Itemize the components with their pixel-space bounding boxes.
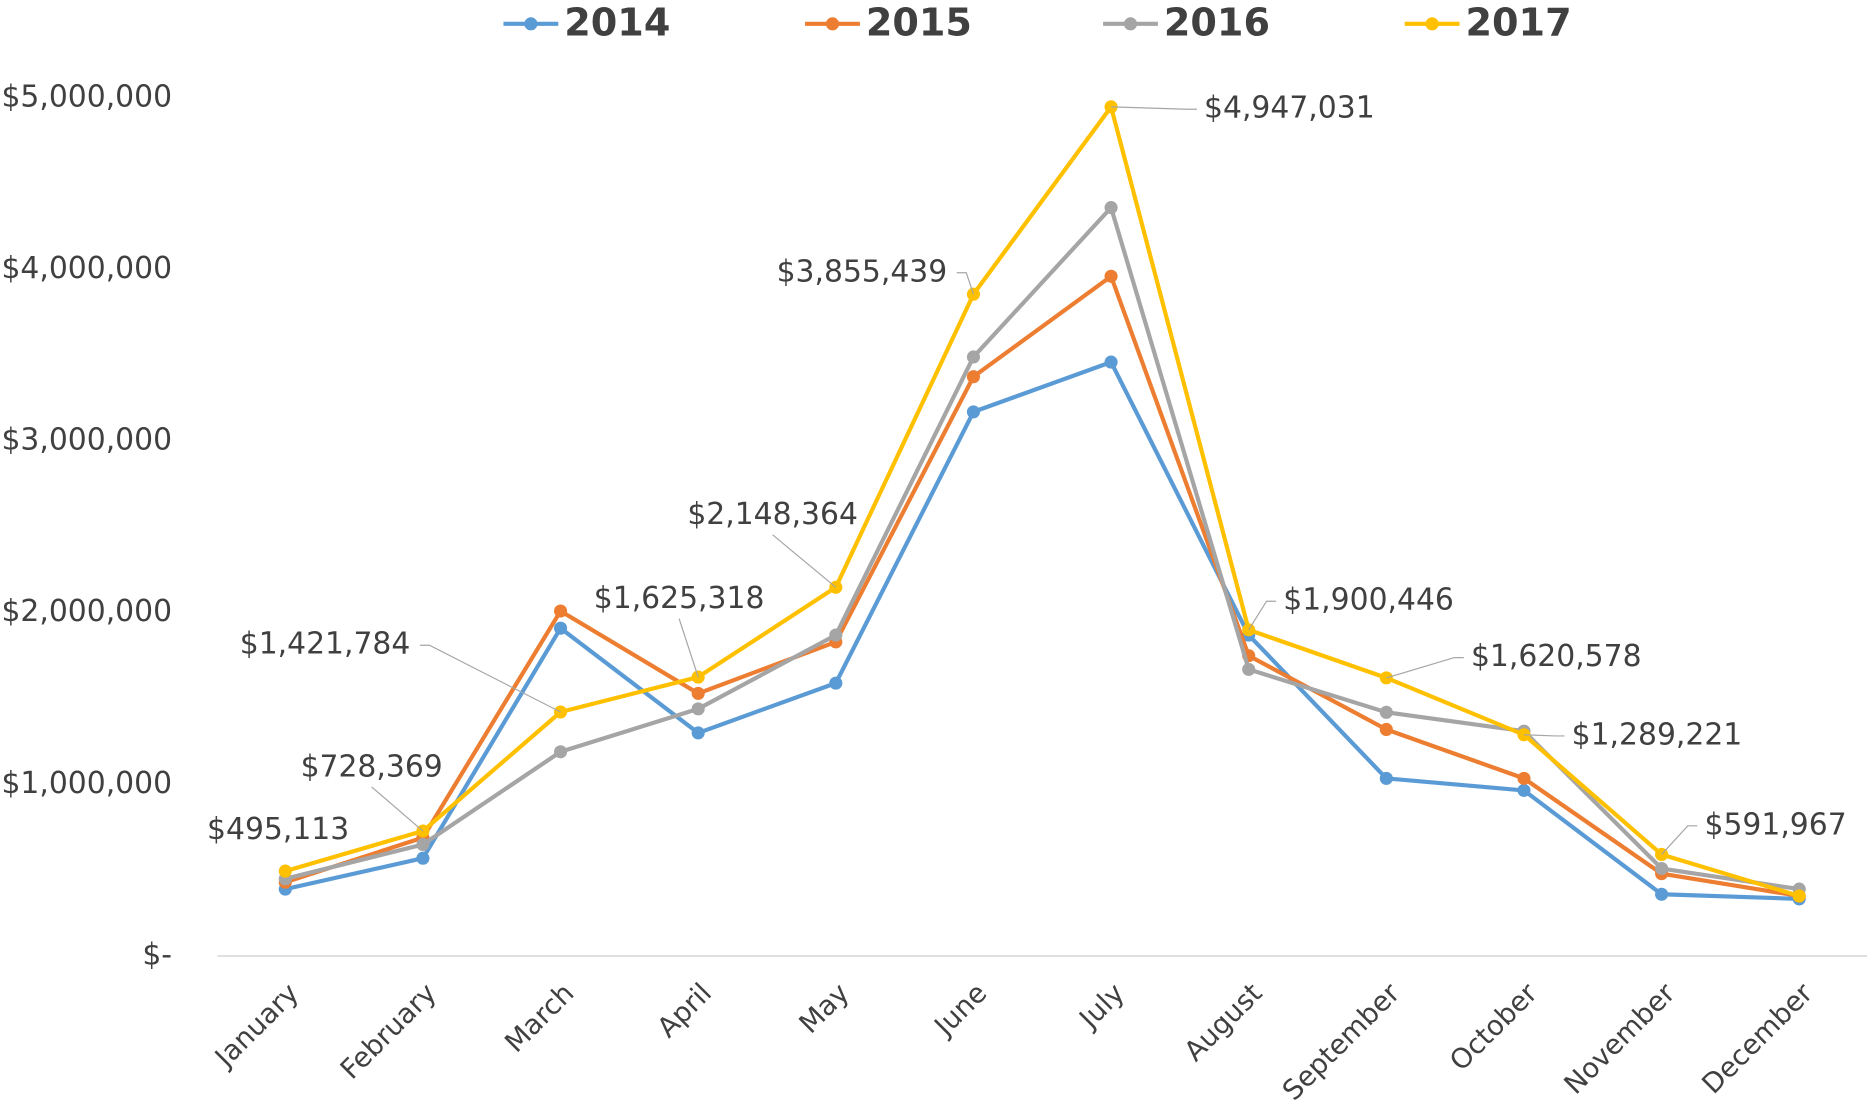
legend-marker xyxy=(825,17,840,31)
x-tick-label: May xyxy=(794,978,856,1040)
y-tick-label: $1,000,000 xyxy=(1,766,172,801)
data-label: $1,625,318 xyxy=(594,581,765,616)
data-point xyxy=(1104,269,1118,283)
data-point xyxy=(1379,705,1393,719)
leader-line xyxy=(419,644,561,713)
leader-line xyxy=(772,534,837,588)
data-point xyxy=(966,350,981,364)
data-label: $1,620,578 xyxy=(1471,639,1642,674)
data-point xyxy=(554,745,568,759)
data-label: $591,967 xyxy=(1705,807,1847,842)
data-label: $1,421,784 xyxy=(240,627,411,662)
data-point xyxy=(1104,355,1118,369)
y-tick-label: $- xyxy=(142,938,172,973)
data-point xyxy=(1379,722,1393,737)
data-label: $2,148,364 xyxy=(687,497,858,532)
legend-label: 2017 xyxy=(1465,1,1571,45)
series-line xyxy=(284,104,1800,898)
data-point xyxy=(966,287,981,301)
data-label: $3,855,439 xyxy=(777,254,948,289)
leader-line xyxy=(1248,600,1277,631)
data-label: $4,947,031 xyxy=(1204,91,1375,126)
data-point xyxy=(416,851,430,865)
x-tick-label: February xyxy=(335,978,443,1086)
leader-line xyxy=(956,272,975,295)
x-tick-label: July xyxy=(1073,978,1131,1036)
legend-marker xyxy=(524,17,538,31)
legend-label: 2015 xyxy=(866,1,972,45)
leader-line xyxy=(1661,825,1698,855)
data-point xyxy=(1104,201,1118,215)
leader-line xyxy=(371,786,424,832)
data-point xyxy=(691,702,705,716)
data-point xyxy=(1655,887,1669,901)
data-point xyxy=(416,837,430,852)
legend-marker xyxy=(1425,17,1439,31)
data-label: $1,900,446 xyxy=(1283,583,1454,618)
legend-label: 2016 xyxy=(1164,1,1270,45)
y-tick-label: $2,000,000 xyxy=(1,594,172,629)
data-label: $728,369 xyxy=(301,749,443,784)
data-point xyxy=(691,726,705,740)
data-point xyxy=(691,686,705,700)
x-tick-label: November xyxy=(1559,977,1682,1100)
leader-line xyxy=(1523,734,1565,737)
x-tick-label: October xyxy=(1444,977,1544,1077)
x-tick-label: April xyxy=(652,978,718,1044)
x-tick-label: September xyxy=(1277,977,1407,1107)
leader-line xyxy=(678,618,699,678)
data-point xyxy=(1379,771,1393,785)
x-tick-label: August xyxy=(1179,978,1269,1068)
data-label: $495,113 xyxy=(207,812,349,847)
data-point xyxy=(1242,662,1256,676)
legend-marker xyxy=(1123,17,1138,31)
y-tick-label: $5,000,000 xyxy=(1,79,172,114)
data-point xyxy=(1792,889,1806,903)
data-point xyxy=(278,864,292,878)
data-point xyxy=(1517,771,1531,785)
leader-line xyxy=(1386,657,1464,679)
data-point xyxy=(1655,861,1669,876)
data-label: $1,289,221 xyxy=(1572,717,1743,752)
data-point xyxy=(1104,100,1118,114)
data-point xyxy=(554,621,568,635)
data-point xyxy=(966,370,981,384)
data-point xyxy=(554,604,568,618)
series-line xyxy=(284,360,1800,901)
x-tick-label: January xyxy=(208,978,305,1075)
y-tick-label: $4,000,000 xyxy=(1,251,172,286)
data-point xyxy=(1517,783,1531,797)
data-point xyxy=(829,676,843,690)
leader-line xyxy=(1111,106,1197,110)
x-tick-label: March xyxy=(499,978,580,1059)
series-line xyxy=(284,205,1800,892)
x-tick-label: June xyxy=(928,978,994,1044)
legend-label: 2014 xyxy=(564,1,670,45)
data-point xyxy=(829,628,843,642)
series-line xyxy=(284,274,1800,899)
x-tick-label: December xyxy=(1697,977,1820,1100)
y-tick-label: $3,000,000 xyxy=(1,423,172,458)
data-point xyxy=(966,405,981,419)
